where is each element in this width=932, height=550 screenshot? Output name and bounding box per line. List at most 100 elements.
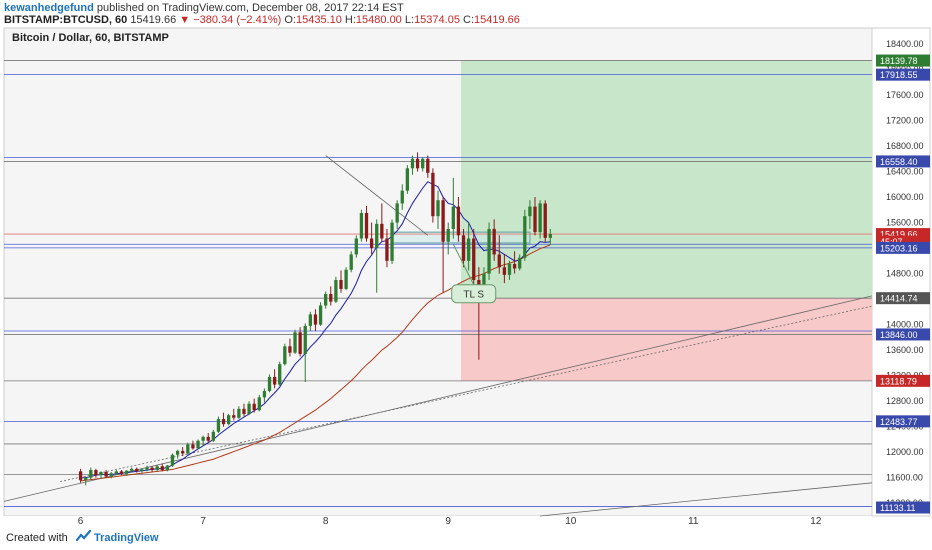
candle-body (334, 279, 338, 302)
candle-body (349, 254, 353, 270)
candle-body (191, 444, 195, 449)
candle-body (242, 408, 246, 414)
price-tag (876, 68, 930, 81)
y-tick-label: 16800.00 (886, 141, 924, 151)
candle-body (441, 200, 445, 242)
price-tag-label: 15203.16 (880, 243, 918, 253)
candle-body (472, 238, 476, 280)
footer: Created with TradingView (0, 526, 932, 550)
candle-body (303, 325, 307, 354)
price-tag-label: 14414.74 (880, 294, 918, 304)
candle-body (410, 158, 415, 169)
candle-body (375, 223, 379, 249)
candle-body (456, 206, 461, 236)
candle-body (512, 264, 517, 269)
slow-moving-average-line (80, 244, 551, 482)
candle-body (196, 440, 200, 449)
y-tick-label: 14800.00 (886, 269, 924, 279)
candle-body (466, 238, 471, 261)
tradingview-brand-link[interactable]: TradingView (94, 532, 159, 544)
candle-body (451, 206, 455, 229)
y-tick-label: 17200.00 (886, 115, 924, 125)
price-tag (876, 241, 930, 254)
candle-body (492, 228, 496, 255)
candle-body (84, 477, 88, 481)
symbol-label: BITSTAMP:BTCUSD, 60 (4, 14, 128, 26)
candle-body (160, 466, 164, 471)
candle-body (145, 467, 149, 470)
candle-body (119, 471, 124, 474)
candle-body (533, 206, 537, 233)
y-tick-label: 13600.00 (886, 345, 924, 355)
y-tick-label: 14000.00 (886, 320, 924, 330)
x-tick-label: 11 (688, 516, 699, 526)
time-axis[interactable] (4, 516, 872, 526)
candle-body (293, 332, 297, 353)
candle-body (400, 190, 404, 204)
candle-body (201, 436, 205, 441)
candle-body (369, 238, 374, 249)
price-tag-label: 11133.11 (880, 503, 916, 513)
candle-body (538, 203, 542, 233)
candle-body (216, 419, 221, 432)
tradingview-logo-icon (76, 529, 92, 542)
candle-body (181, 450, 185, 454)
y-tick-label: 12000.00 (886, 447, 924, 457)
candle-body (129, 468, 134, 471)
annotation-callout (451, 284, 497, 304)
author-link[interactable]: kewanhedgefund (4, 2, 94, 14)
candle-body (226, 415, 231, 425)
close-label: C: (463, 14, 475, 26)
close-value: 15419.66 (474, 14, 520, 26)
candle-body (518, 257, 522, 269)
candle-body (487, 228, 491, 274)
candle-body (186, 444, 190, 454)
high-label: H: (344, 14, 356, 26)
candle-body (354, 238, 358, 255)
low-label: L: (404, 14, 415, 26)
candle-body (165, 465, 170, 471)
candle-body (436, 200, 440, 217)
price-tag (876, 292, 930, 305)
trend-line (325, 155, 429, 236)
price-tag-label: 16558.40 (880, 157, 918, 167)
y-tick-label: 12800.00 (886, 396, 924, 406)
candle-body (237, 408, 241, 418)
y-tick-label: 16400.00 (886, 167, 924, 177)
candle-body (461, 235, 466, 261)
candle-body (364, 212, 369, 239)
open-label: O: (284, 14, 296, 26)
last-price: 15419.66 (130, 14, 177, 26)
candle-body (415, 158, 420, 169)
candle-body (329, 294, 333, 302)
open-value: 15435.10 (295, 14, 342, 26)
candle-body (221, 419, 226, 425)
y-tick-label: 15600.00 (886, 218, 924, 228)
price-tag (876, 415, 930, 428)
candle-body (421, 158, 425, 169)
candle-body (109, 473, 113, 477)
candle-body (318, 305, 323, 325)
candle-body (170, 454, 175, 466)
high-value: 15480.00 (355, 14, 402, 26)
candle-body (114, 471, 118, 474)
candle-body (380, 223, 384, 239)
candle-body (548, 234, 552, 238)
price-axis[interactable] (871, 27, 931, 517)
candle-body (528, 206, 532, 217)
candle-body (477, 279, 481, 287)
candle-body (502, 267, 507, 275)
candle-body (257, 397, 261, 411)
price-chart[interactable]: TL S 11200.0011600.0012000.0012400.00128… (0, 0, 932, 526)
candle-body (497, 254, 501, 268)
y-tick-label: 11600.00 (886, 473, 923, 483)
candle-body (78, 471, 83, 481)
candle-body (339, 279, 343, 289)
candle-body (150, 467, 154, 471)
annotation-text: TL S (463, 290, 484, 301)
candle-body (278, 364, 282, 385)
publish-text: published on TradingView.com, December 0… (93, 2, 404, 14)
price-tag (876, 374, 930, 387)
candle-body (89, 470, 93, 478)
profit-zone (460, 60, 872, 299)
